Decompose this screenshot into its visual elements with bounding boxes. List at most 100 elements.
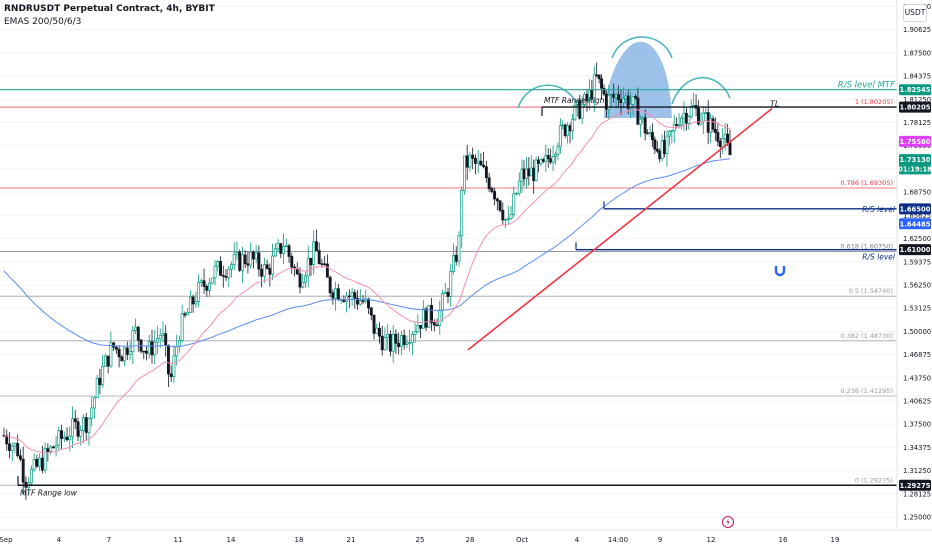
candle-body [405,342,409,345]
indicator-label: EMAS 200/50/6/3 [4,17,82,27]
candle-body [183,313,187,316]
candle-body [90,407,94,419]
candle-body [353,292,357,299]
candle-body [648,132,652,134]
candle-body [682,112,686,119]
candle-body [199,280,203,283]
candle-body [251,251,255,260]
candle-body [306,257,310,277]
candle-body [21,458,25,483]
candle-body [279,243,283,254]
candle-body [254,252,258,260]
candle-body [304,275,307,283]
candle-body [243,254,247,265]
candle-body [120,356,124,362]
candle-body [638,118,642,125]
candle-body [443,291,447,295]
time-tick-label: 14:00 [608,536,628,544]
candle-body [670,130,674,132]
candle-body [534,159,538,182]
candle-body [435,324,439,327]
candle-body [103,355,107,367]
candle-body [532,167,536,182]
candle-body [641,117,645,120]
candle-body [561,124,565,127]
time-tick-label: Oct [516,536,528,544]
candle-body [573,104,577,120]
candle-body [117,348,121,358]
candle-body [82,417,85,432]
right-shoulder-arc [671,76,731,105]
candle-body [125,347,129,355]
candle-body [723,133,727,140]
price-label-text: 1.64485 [900,220,931,228]
candle-body [558,125,562,148]
candle-body [49,446,53,452]
candle-body [457,235,461,262]
candle-body [158,334,162,340]
candle-body [134,326,138,331]
candle-body [169,373,173,377]
price-tick-label: 1.59375 [903,258,931,266]
price-label-text: 1.29275 [900,482,931,490]
fib-label: 0.236 (1.41295) [840,387,893,395]
candle-body [246,263,250,266]
candle-body [728,142,732,156]
candle-body [51,446,55,449]
candle-body [566,125,570,136]
candle-body [634,96,637,99]
candle-body [612,94,616,98]
candle-body [487,177,491,190]
candle-body [106,355,110,367]
time-tick-label: 14 [227,536,236,544]
candle-body [517,180,521,194]
candle-body [194,301,198,305]
candle-body [397,342,401,348]
candle-body [607,94,611,110]
candle-body [46,448,50,452]
price-tick-label: 1.87500 [903,49,931,57]
candle-body [71,418,74,437]
candle-body [726,133,730,143]
candle-body [675,124,679,126]
price-tick-label: 1.40625 [903,397,931,405]
candle-body [631,96,635,105]
candle-body [501,210,505,221]
candle-body [383,337,387,351]
candle-body [257,252,261,270]
price-tick-label: 1.62500 [903,235,931,243]
candle-body [109,342,113,367]
candle-body [595,74,599,77]
candle-body [356,297,360,305]
candle-body [421,308,425,329]
candle-body [419,324,423,329]
candle-body [568,125,572,132]
candle-body [711,118,715,130]
candle-body [706,112,710,133]
candle-body [650,132,654,141]
candle-body [219,261,222,276]
candle-body [493,191,497,200]
candle-body [663,140,667,155]
price-axis[interactable]: 1.937501.906251.875001.843751.812501.781… [896,0,932,550]
candle-body [413,331,417,335]
price-label-badge [899,135,931,147]
candle-body [653,139,657,150]
candle-body [621,98,625,104]
candle-body [38,457,42,467]
candle-body [284,245,288,247]
candle-body [430,305,434,323]
candle-body [378,327,381,337]
rs-level-1-label: R/S level [862,205,896,214]
candle-body [221,275,225,277]
time-tick-label: 4 [57,536,62,544]
currency-button[interactable]: USDT [903,4,927,22]
time-axis[interactable]: Sep 4 7 11 14 18 21 25 28 Oct 4 14:00 9 12 16 19 [0,529,932,544]
candle-body [336,288,340,301]
candle-body [142,350,146,353]
price-tick-label: 1.34375 [903,444,931,452]
flash-icon [722,516,734,528]
candle-body [271,255,275,275]
candle-body [145,350,148,354]
